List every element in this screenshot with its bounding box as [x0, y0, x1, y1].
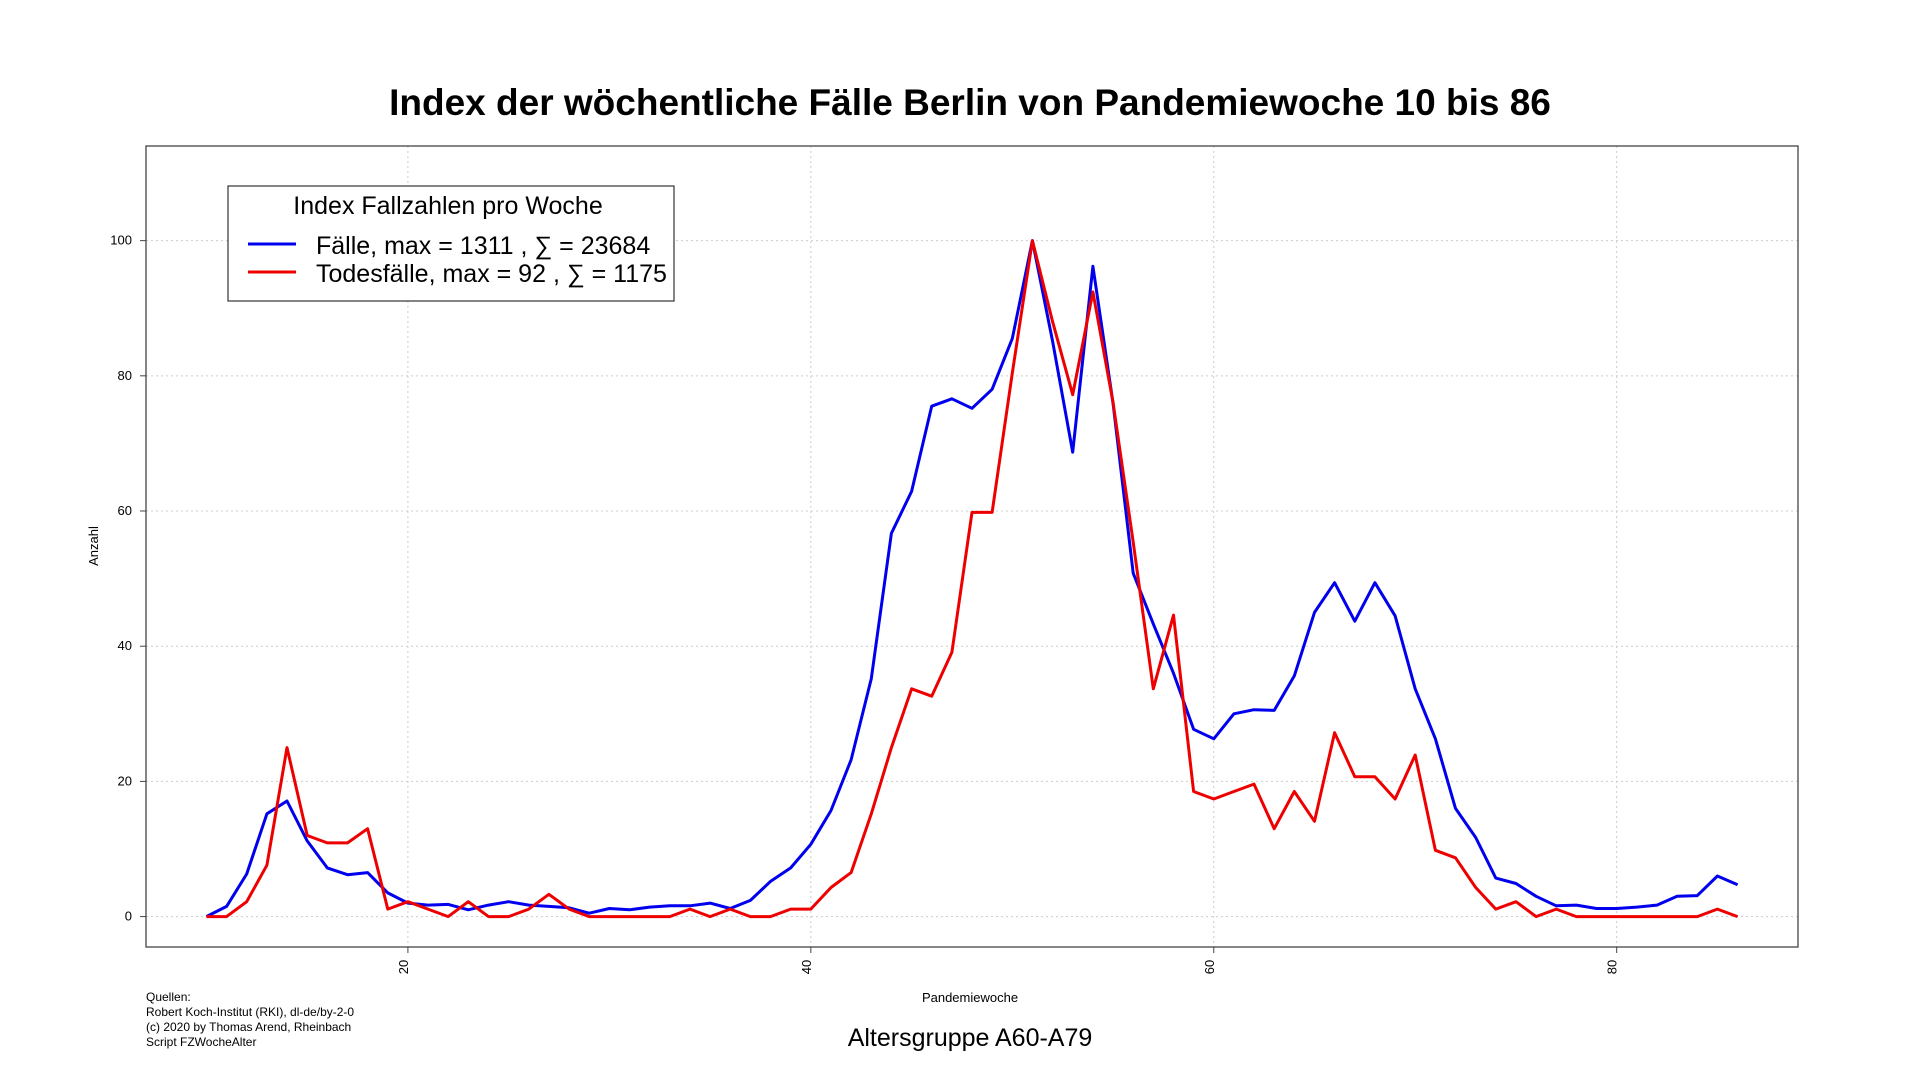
legend-box	[227, 185, 675, 302]
y-axis: 0 20 40 60 80 100	[110, 233, 146, 924]
sources-line: Robert Koch-Institut (RKI), dl-de/by-2-0	[146, 1005, 354, 1019]
y-axis-label: Anzahl	[86, 526, 101, 566]
legend-title: Index Fallzahlen pro Woche	[293, 192, 602, 220]
series-line-faelle	[205, 239, 1739, 918]
sources-line: Script FZWocheAlter	[146, 1035, 256, 1049]
x-tick-label: 80	[1605, 960, 1620, 974]
legend-label-todesfaelle: Todesfälle, max = 92 , ∑ = 1175	[316, 260, 667, 288]
y-tick-label: 100	[110, 233, 132, 248]
x-tick-label: 40	[799, 960, 814, 974]
y-tick-label: 0	[125, 909, 132, 924]
x-axis: 20 40 60 80	[396, 947, 1620, 974]
sources-heading: Quellen:	[146, 990, 191, 1004]
chart-subtitle: Altersgruppe A60-A79	[848, 1024, 1093, 1052]
sources-line: (c) 2020 by Thomas Arend, Rheinbach	[146, 1020, 351, 1034]
y-tick-label: 40	[118, 638, 132, 653]
y-tick-label: 20	[118, 773, 132, 788]
series-lines	[205, 239, 1739, 919]
sources-block: Quellen: Robert Koch-Institut (RKI), dl-…	[146, 990, 354, 1049]
y-tick-label: 60	[118, 503, 132, 518]
legend: Index Fallzahlen pro Woche Fälle, max = …	[227, 185, 675, 302]
x-axis-label: Pandemiewoche	[922, 990, 1018, 1005]
series-line-todesfaelle	[206, 239, 1739, 919]
x-tick-label: 20	[396, 960, 411, 974]
y-tick-label: 80	[118, 368, 132, 383]
legend-label-faelle: Fälle, max = 1311 , ∑ = 23684	[316, 232, 650, 260]
x-tick-label: 60	[1202, 960, 1217, 974]
chart-title: Index der wöchentliche Fälle Berlin von …	[389, 82, 1551, 123]
plot-area-border	[145, 145, 1799, 948]
